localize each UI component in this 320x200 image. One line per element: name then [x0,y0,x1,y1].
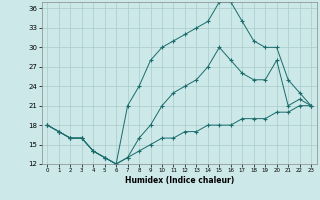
X-axis label: Humidex (Indice chaleur): Humidex (Indice chaleur) [124,176,234,185]
